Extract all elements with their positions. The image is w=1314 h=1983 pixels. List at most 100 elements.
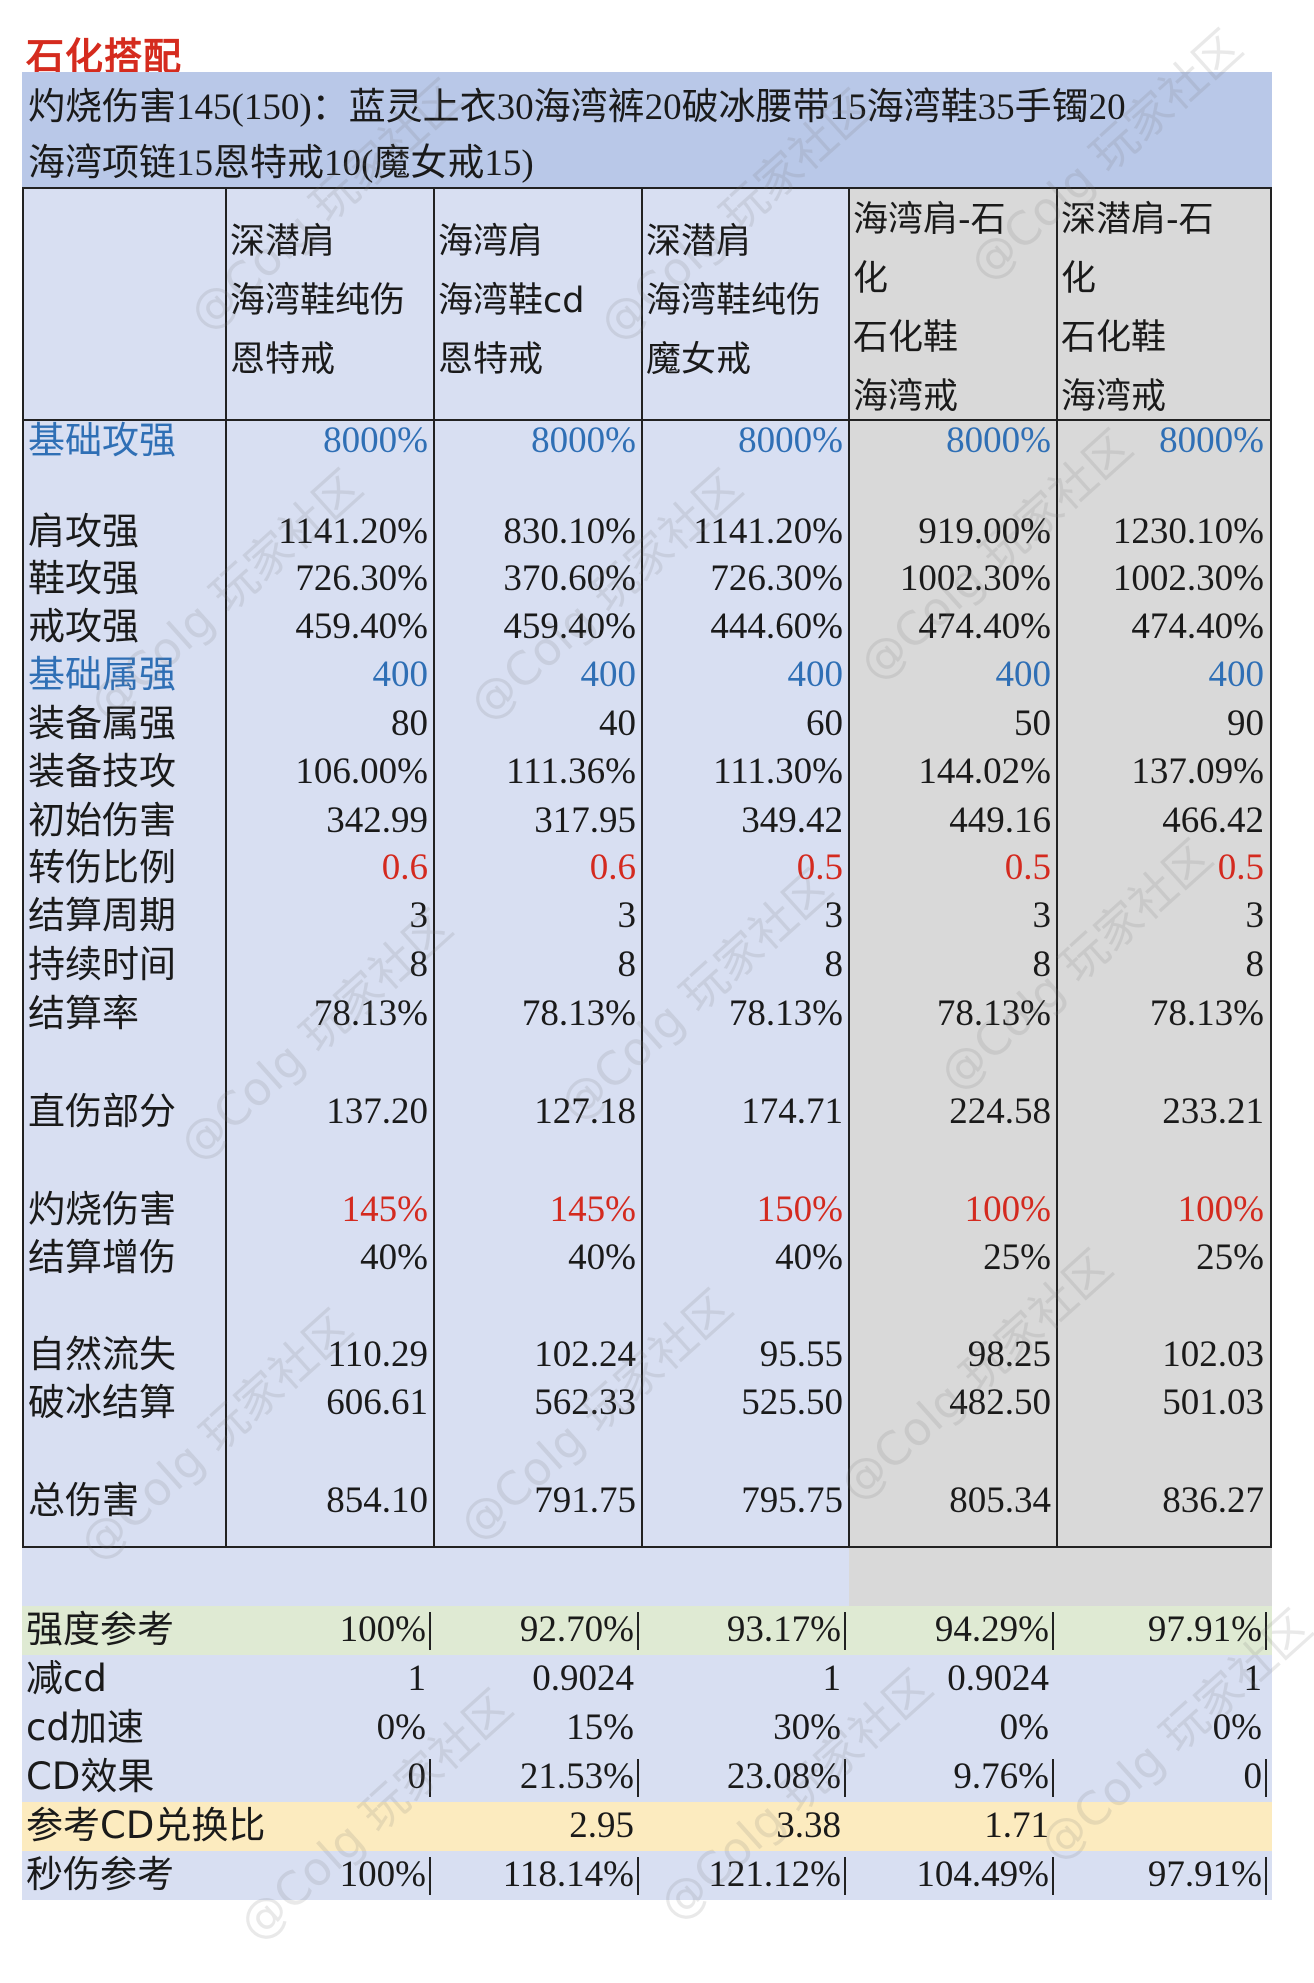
row-label: 基础攻强: [28, 419, 176, 462]
table-cell: 342.99: [326, 800, 428, 841]
table-cell: 8: [1032, 944, 1052, 985]
table-cell: 1002.30%: [1112, 558, 1264, 599]
summary-cell: 0: [1243, 1756, 1263, 1797]
table-cell: 482.50: [949, 1382, 1051, 1423]
summary-cell: 30%: [773, 1707, 841, 1748]
table-cell: 501.03: [1162, 1382, 1264, 1423]
summary-cell: 1: [1243, 1658, 1263, 1699]
table-cell: 78.13%: [521, 993, 636, 1034]
column-header: 深潜肩海湾鞋纯伤恩特戒: [230, 213, 405, 390]
table-cell: 8: [409, 944, 429, 985]
summary-label: CD效果: [26, 1755, 155, 1798]
table-cell: 3: [409, 895, 429, 936]
table-cell: 606.61: [326, 1382, 428, 1423]
column-divider: [225, 189, 227, 1546]
table-cell: 150%: [756, 1189, 843, 1230]
summary-cell: 2.95: [569, 1805, 634, 1846]
column-header-line: 石化鞋: [853, 318, 959, 358]
column-header-line: 海湾戒: [1061, 377, 1167, 417]
table-cell: 174.71: [741, 1091, 843, 1132]
summary-cell: 100%: [339, 1854, 426, 1895]
table-cell: 137.20: [326, 1091, 428, 1132]
table-cell: 400: [372, 654, 429, 695]
summary-cell: 93.17%: [726, 1609, 841, 1650]
table-cell: 0.5: [1217, 847, 1264, 888]
cell-divider: [637, 1857, 639, 1895]
row-label: 鞋攻强: [28, 557, 139, 600]
table-cell: 830.10%: [503, 511, 636, 552]
cell-divider: [1265, 1857, 1267, 1895]
row-label: 肩攻强: [28, 510, 139, 553]
row-label: 持续时间: [28, 943, 176, 986]
column-divider: [433, 189, 435, 1546]
row-label: 总伤害: [28, 1479, 139, 1522]
column-background: [434, 189, 642, 1546]
table-cell: 370.60%: [503, 558, 636, 599]
row-label: 结算增伤: [28, 1236, 176, 1279]
page-title: 石化搭配: [26, 35, 183, 79]
column-header-line: 海湾肩: [438, 222, 544, 262]
summary-cell: 0%: [376, 1707, 426, 1748]
table-cell: 40%: [775, 1237, 843, 1278]
table-cell: 836.27: [1162, 1480, 1264, 1521]
summary-label: 参考CD兑换比: [26, 1804, 266, 1847]
table-cell: 8000%: [1159, 420, 1264, 461]
table-cell: 80: [391, 703, 428, 744]
column-header: 海湾肩-石化石化鞋 海湾戒: [853, 191, 1006, 427]
table-cell: 400: [580, 654, 637, 695]
summary-row: cd加速 0% 15% 30% 0% 0%: [22, 1704, 1272, 1753]
table-cell: 106.00%: [295, 751, 428, 792]
column-header-line: 魔女戒: [646, 340, 752, 380]
cell-divider: [429, 1612, 431, 1650]
cell-divider: [637, 1612, 639, 1650]
cell-divider: [844, 1857, 846, 1895]
column-background: [1057, 189, 1270, 1546]
equipment-header: 灼烧伤害145(150)：蓝灵上衣30海湾裤20破冰腰带15海湾鞋35手镯20 …: [22, 72, 1272, 187]
column-divider: [641, 189, 643, 1546]
table-cell: 78.13%: [313, 993, 428, 1034]
summary-cell: 1: [407, 1658, 427, 1699]
table-cell: 78.13%: [728, 993, 843, 1034]
summary-cell: 21.53%: [519, 1756, 634, 1797]
table-cell: 562.33: [534, 1382, 636, 1423]
summary-cell: 0%: [1212, 1707, 1262, 1748]
table-cell: 8000%: [531, 420, 636, 461]
table-cell: 0.5: [1004, 847, 1051, 888]
table-cell: 317.95: [534, 800, 636, 841]
table-cell: 3: [617, 895, 637, 936]
column-header-line: 海湾鞋纯伤: [646, 281, 822, 321]
table-cell: 40%: [360, 1237, 428, 1278]
table-cell: 1230.10%: [1112, 511, 1264, 552]
table-cell: 0.5: [796, 847, 843, 888]
table-cell: 102.24: [534, 1334, 636, 1375]
row-label: 装备属强: [28, 702, 176, 745]
row-label: 结算率: [28, 992, 139, 1035]
row-label: 自然流失: [28, 1333, 176, 1376]
table-cell: 25%: [983, 1237, 1051, 1278]
summary-cell: 0.9024: [947, 1658, 1049, 1699]
cell-divider: [429, 1759, 431, 1797]
column-header-line: 恩特戒: [230, 340, 336, 380]
column-header-line: 深潜肩: [646, 222, 752, 262]
table-cell: 137.09%: [1131, 751, 1264, 792]
table-cell: 111.36%: [506, 751, 636, 792]
table-cell: 805.34: [949, 1480, 1051, 1521]
column-header-line: 恩特戒: [438, 340, 544, 380]
summary-cell: 1: [822, 1658, 842, 1699]
column-header: 海湾肩 海湾鞋cd 恩特戒: [438, 213, 584, 390]
table-cell: 40: [599, 703, 636, 744]
column-header-line: 海湾鞋纯伤: [230, 281, 406, 321]
table-cell: 726.30%: [710, 558, 843, 599]
summary-row: 秒伤参考 100% 118.14% 121.12% 104.49% 97.91%: [22, 1851, 1272, 1900]
table-cell: 919.00%: [918, 511, 1051, 552]
cell-divider: [429, 1857, 431, 1895]
column-header-line: 深潜肩: [230, 222, 336, 262]
table-cell: 98.25: [967, 1334, 1051, 1375]
row-label: 基础属强: [28, 653, 176, 696]
table-cell: 444.60%: [710, 606, 843, 647]
summary-cell: 1.71: [984, 1805, 1049, 1846]
table-cell: 0.6: [381, 847, 428, 888]
summary-cell: 0: [407, 1756, 427, 1797]
row-label: 戒攻强: [28, 605, 139, 648]
table-cell: 25%: [1196, 1237, 1264, 1278]
